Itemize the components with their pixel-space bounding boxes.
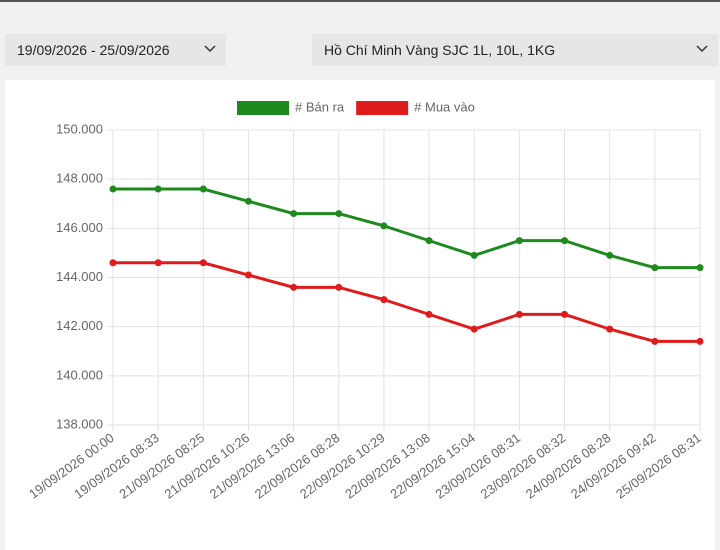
top-border xyxy=(0,0,720,2)
point xyxy=(515,237,523,245)
series-line xyxy=(113,187,700,270)
point xyxy=(335,210,343,218)
point xyxy=(515,310,523,318)
point xyxy=(696,264,704,272)
y-tick-label: 146.000 xyxy=(56,220,103,235)
point xyxy=(470,325,478,333)
y-tick-label: 150.000 xyxy=(56,121,103,136)
location: Hồ Chí Minh Vàng SJC 1L, 10L, 1KG xyxy=(324,42,556,58)
point xyxy=(606,251,614,259)
point xyxy=(425,310,433,318)
legend-swatch xyxy=(356,101,409,115)
point xyxy=(109,185,117,193)
legend-label: # Mua vào xyxy=(414,99,475,114)
chart: 138.000 140.000 142.000 144.000 146.000 148.0… xyxy=(26,99,704,502)
series-line xyxy=(113,261,700,343)
legend-swatch xyxy=(237,101,289,115)
point xyxy=(696,337,704,345)
point xyxy=(380,222,388,230)
chart-panel: 138.000 140.000 142.000 144.000 146.000 148.0… xyxy=(5,80,715,550)
point xyxy=(425,237,433,245)
point xyxy=(561,237,569,245)
point xyxy=(651,337,659,345)
date-range: 19/09/2026 - 25/09/2026 xyxy=(17,42,170,58)
date-range-select[interactable]: 19/09/2026 - 25/09/2026 xyxy=(5,34,226,66)
point xyxy=(199,259,207,267)
y-tick-label: 140.000 xyxy=(56,367,103,382)
y-tick-label: 142.000 xyxy=(56,318,103,333)
y-tick-label: 148.000 xyxy=(56,171,103,186)
chevron xyxy=(204,45,216,53)
chevron xyxy=(696,45,708,53)
x-tick-label: 25/09/2026 08:31 xyxy=(613,430,704,502)
point xyxy=(109,259,117,267)
point xyxy=(290,210,298,218)
point xyxy=(335,283,343,291)
point xyxy=(244,197,252,205)
point xyxy=(244,271,252,279)
point xyxy=(606,325,614,333)
legend-label: # Bán ra xyxy=(295,99,345,114)
point xyxy=(470,251,478,259)
point xyxy=(651,264,659,272)
location-select[interactable]: Hồ Chí Minh Vàng SJC 1L, 10L, 1KG xyxy=(312,34,718,66)
point xyxy=(561,310,569,318)
point xyxy=(154,259,162,267)
point xyxy=(199,185,207,193)
y-tick-label: 144.000 xyxy=(56,269,103,284)
point xyxy=(290,283,298,291)
point xyxy=(154,185,162,193)
point xyxy=(380,296,388,304)
y-tick-label: 138.000 xyxy=(56,416,103,431)
